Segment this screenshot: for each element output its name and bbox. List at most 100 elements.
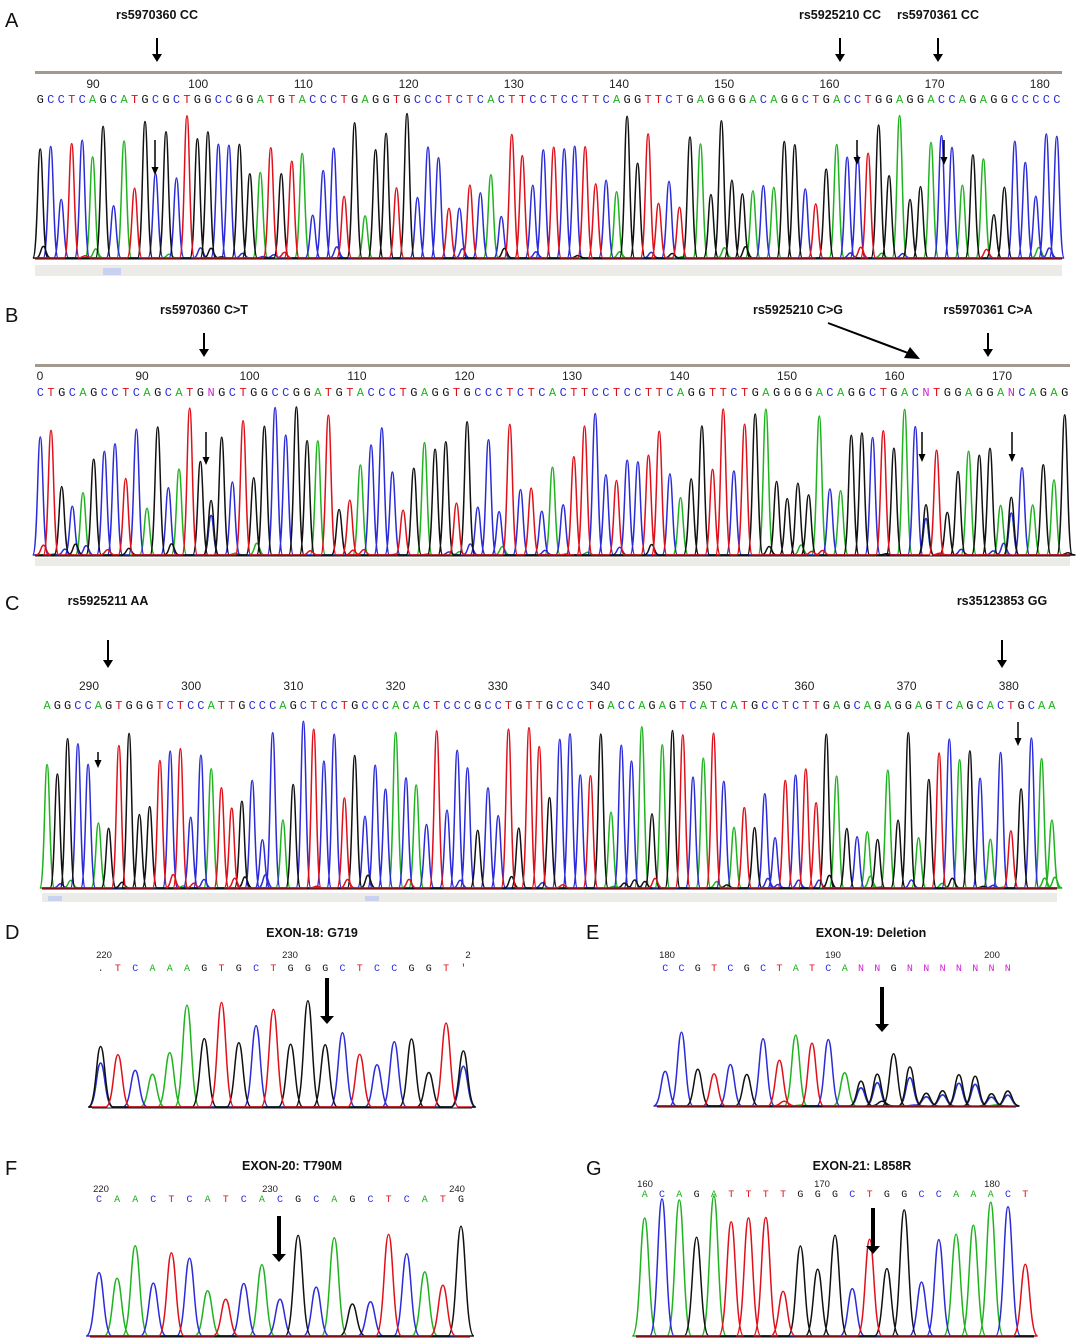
- base-call: C: [498, 93, 505, 107]
- base-call: C: [474, 386, 481, 400]
- position-tick: 230: [282, 950, 298, 961]
- base-call: T: [433, 699, 440, 713]
- base-call: G: [884, 1190, 890, 1201]
- scrollbar-thumb-c: [48, 896, 62, 901]
- base-call: C: [577, 699, 584, 713]
- base-call: C: [948, 93, 955, 107]
- position-tick: 320: [386, 679, 406, 693]
- base-call: G: [58, 386, 65, 400]
- base-call: G: [752, 386, 759, 400]
- base-call: G: [794, 386, 801, 400]
- panel-label-e: E: [586, 922, 599, 944]
- position-ticks-e: 180 190 200: [659, 950, 1000, 961]
- snp-label: rs5970360 C>T: [160, 303, 248, 317]
- base-call: C: [560, 386, 567, 400]
- base-call: A: [421, 386, 429, 400]
- base-call: C: [187, 699, 194, 713]
- base-call: A: [487, 93, 495, 107]
- base-call: T: [505, 699, 512, 713]
- position-tick: 120: [399, 77, 419, 91]
- base-call: A: [1050, 386, 1058, 400]
- base-call: C: [689, 699, 696, 713]
- snp-arrow-diagonal-shaft: [827, 322, 909, 354]
- base-call: C: [133, 386, 140, 400]
- mutation-arrow-head: [272, 1254, 286, 1262]
- position-tick: 160: [637, 1179, 653, 1190]
- base-call: N: [940, 964, 946, 975]
- base-call: A: [331, 1195, 337, 1206]
- base-call: G: [901, 1190, 907, 1201]
- base-call: G: [349, 1195, 355, 1206]
- base-call: G: [832, 1190, 838, 1201]
- base-call: G: [773, 386, 780, 400]
- base-call: C: [424, 93, 431, 107]
- panel-d-trace-t: [92, 1001, 472, 1108]
- base-call: T: [445, 93, 452, 107]
- base-call: G: [351, 93, 358, 107]
- base-call: C: [84, 699, 91, 713]
- snp-annotations-b: rs5970360 C>T rs5925210 C>G rs5970361 C>A: [160, 303, 1033, 359]
- base-call: C: [760, 93, 767, 107]
- base-call: A: [837, 386, 845, 400]
- trace-f: [85, 1225, 475, 1338]
- base-call: C: [720, 699, 727, 713]
- base-call: A: [205, 1195, 211, 1206]
- trace-d: [87, 999, 477, 1109]
- base-call: C: [269, 699, 276, 713]
- position-ticks-c: 290 300 310 320 330 340 350 360 370 380: [79, 679, 1019, 693]
- base-call: G: [669, 699, 676, 713]
- base-call: G: [858, 386, 865, 400]
- base-call: T: [239, 386, 246, 400]
- base-call: A: [95, 699, 103, 713]
- base-call: A: [987, 699, 995, 713]
- base-call: T: [536, 699, 543, 713]
- base-call: G: [728, 93, 735, 107]
- base-call: A: [965, 386, 973, 400]
- base-call: T: [393, 93, 400, 107]
- base-call: G: [698, 386, 705, 400]
- base-call: C: [74, 699, 81, 713]
- base-call: N: [1008, 386, 1015, 400]
- base-call: G: [426, 964, 432, 975]
- base-call: T: [812, 93, 819, 107]
- base-call: T: [528, 386, 535, 400]
- base-call: C: [1053, 93, 1060, 107]
- base-calls-d: . T C A A A G T G C T G G G C T C C G G T ': [98, 963, 467, 975]
- base-call: T: [340, 93, 347, 107]
- exon-title-f: EXON-20: T790M: [242, 1159, 342, 1173]
- panel-f-trace-t: [90, 1233, 470, 1337]
- base-call: C: [802, 93, 809, 107]
- panel-d-trace-g: [87, 999, 477, 1108]
- base-call: A: [842, 964, 848, 975]
- base-call: G: [906, 93, 913, 107]
- base-call: T: [802, 699, 809, 713]
- base-call: G: [874, 699, 881, 713]
- position-tick: 0: [37, 369, 44, 383]
- base-call: A: [700, 699, 708, 713]
- base-call: C: [918, 1190, 924, 1201]
- base-call: G: [238, 699, 245, 713]
- panel-c-trace-g: [42, 729, 1057, 889]
- base-call: A: [884, 699, 892, 713]
- base-call: C: [849, 1190, 855, 1201]
- panel-b-trace-g: [35, 406, 1076, 556]
- position-tick: 220: [93, 1184, 109, 1195]
- position-ticks-a: 90 100 110 120 130 140 150 160 170 180: [86, 77, 1050, 91]
- base-call: C: [300, 699, 307, 713]
- base-call: G: [64, 699, 71, 713]
- base-call: G: [925, 699, 932, 713]
- base-call: A: [167, 964, 173, 975]
- base-call: C: [912, 386, 919, 400]
- base-call: G: [954, 386, 961, 400]
- base-call: C: [571, 93, 578, 107]
- base-call: N: [874, 964, 880, 975]
- base-call: T: [399, 386, 406, 400]
- base-call: C: [402, 699, 409, 713]
- base-call: C: [592, 386, 599, 400]
- exon-title-d: EXON-18: G719: [266, 926, 358, 940]
- base-call: A: [208, 699, 216, 713]
- base-call: C: [484, 699, 491, 713]
- base-call: C: [435, 93, 442, 107]
